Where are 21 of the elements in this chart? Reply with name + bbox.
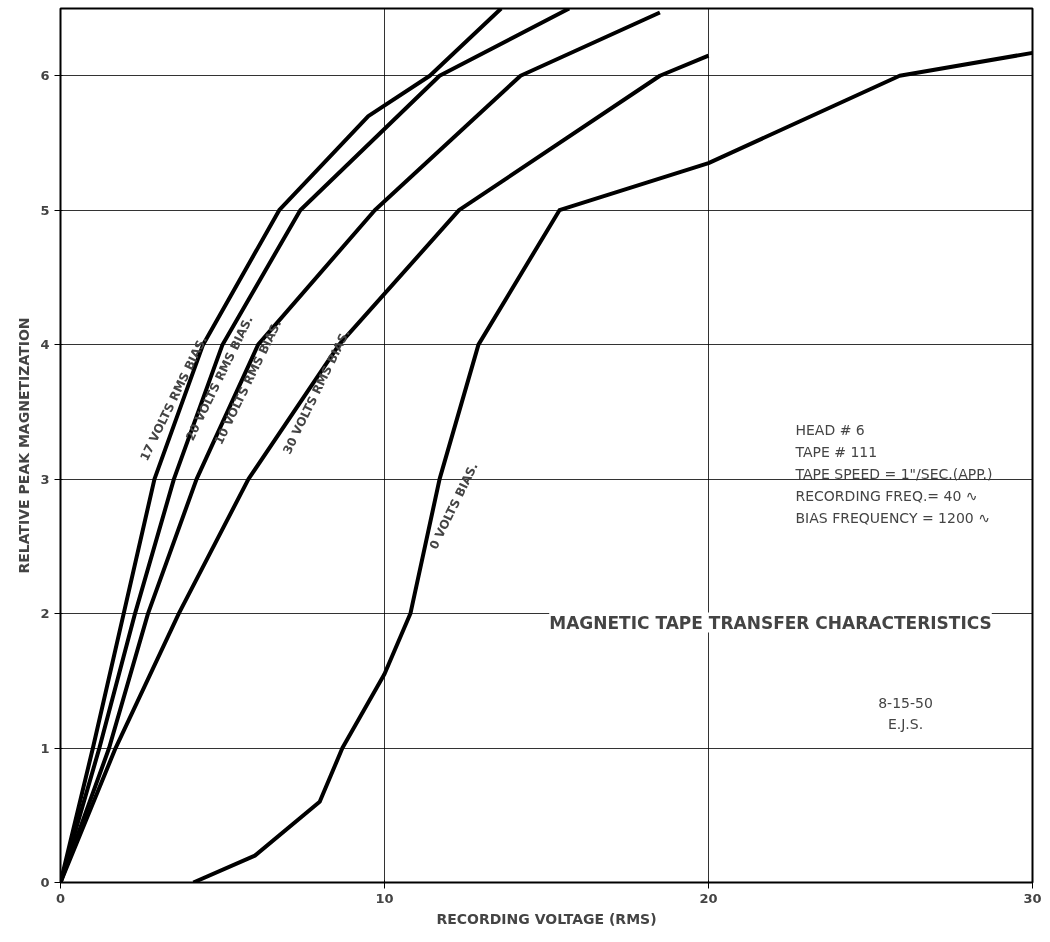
x-tick-label: 30 xyxy=(1023,890,1042,906)
y-tick-label: 1 xyxy=(40,740,50,756)
x-tick-label: 10 xyxy=(375,890,394,906)
y-tick-label: 0 xyxy=(40,875,50,890)
annotation: BIAS FREQUENCY = 1200 ∿ xyxy=(795,509,990,526)
x-tick-label: 0 xyxy=(55,890,66,906)
x-axis-title: RECORDING VOLTAGE (RMS) xyxy=(436,910,657,927)
y-tick-label: 6 xyxy=(40,68,50,84)
y-tick-label: 3 xyxy=(40,471,50,487)
text: MAGNETIC TAPE TRANSFER CHARACTERISTICS xyxy=(549,612,992,633)
annotation: TAPE # 111 xyxy=(794,443,878,460)
annotation: 8-15-50 xyxy=(878,694,933,711)
y-tick-label: 5 xyxy=(40,202,50,218)
y-tick-label: 2 xyxy=(40,606,50,622)
y-axis-title: RELATIVE PEAK MAGNETIZATION xyxy=(16,317,33,574)
annotation: TAPE SPEED = 1"/SEC.(APP.) xyxy=(794,465,993,482)
x-tick-label: 20 xyxy=(699,890,718,906)
y-tick-label: 4 xyxy=(40,337,50,353)
annotation: HEAD # 6 xyxy=(795,421,865,438)
annotation: RECORDING FREQ.= 40 ∿ xyxy=(795,487,978,504)
annotation: E.J.S. xyxy=(887,715,924,732)
